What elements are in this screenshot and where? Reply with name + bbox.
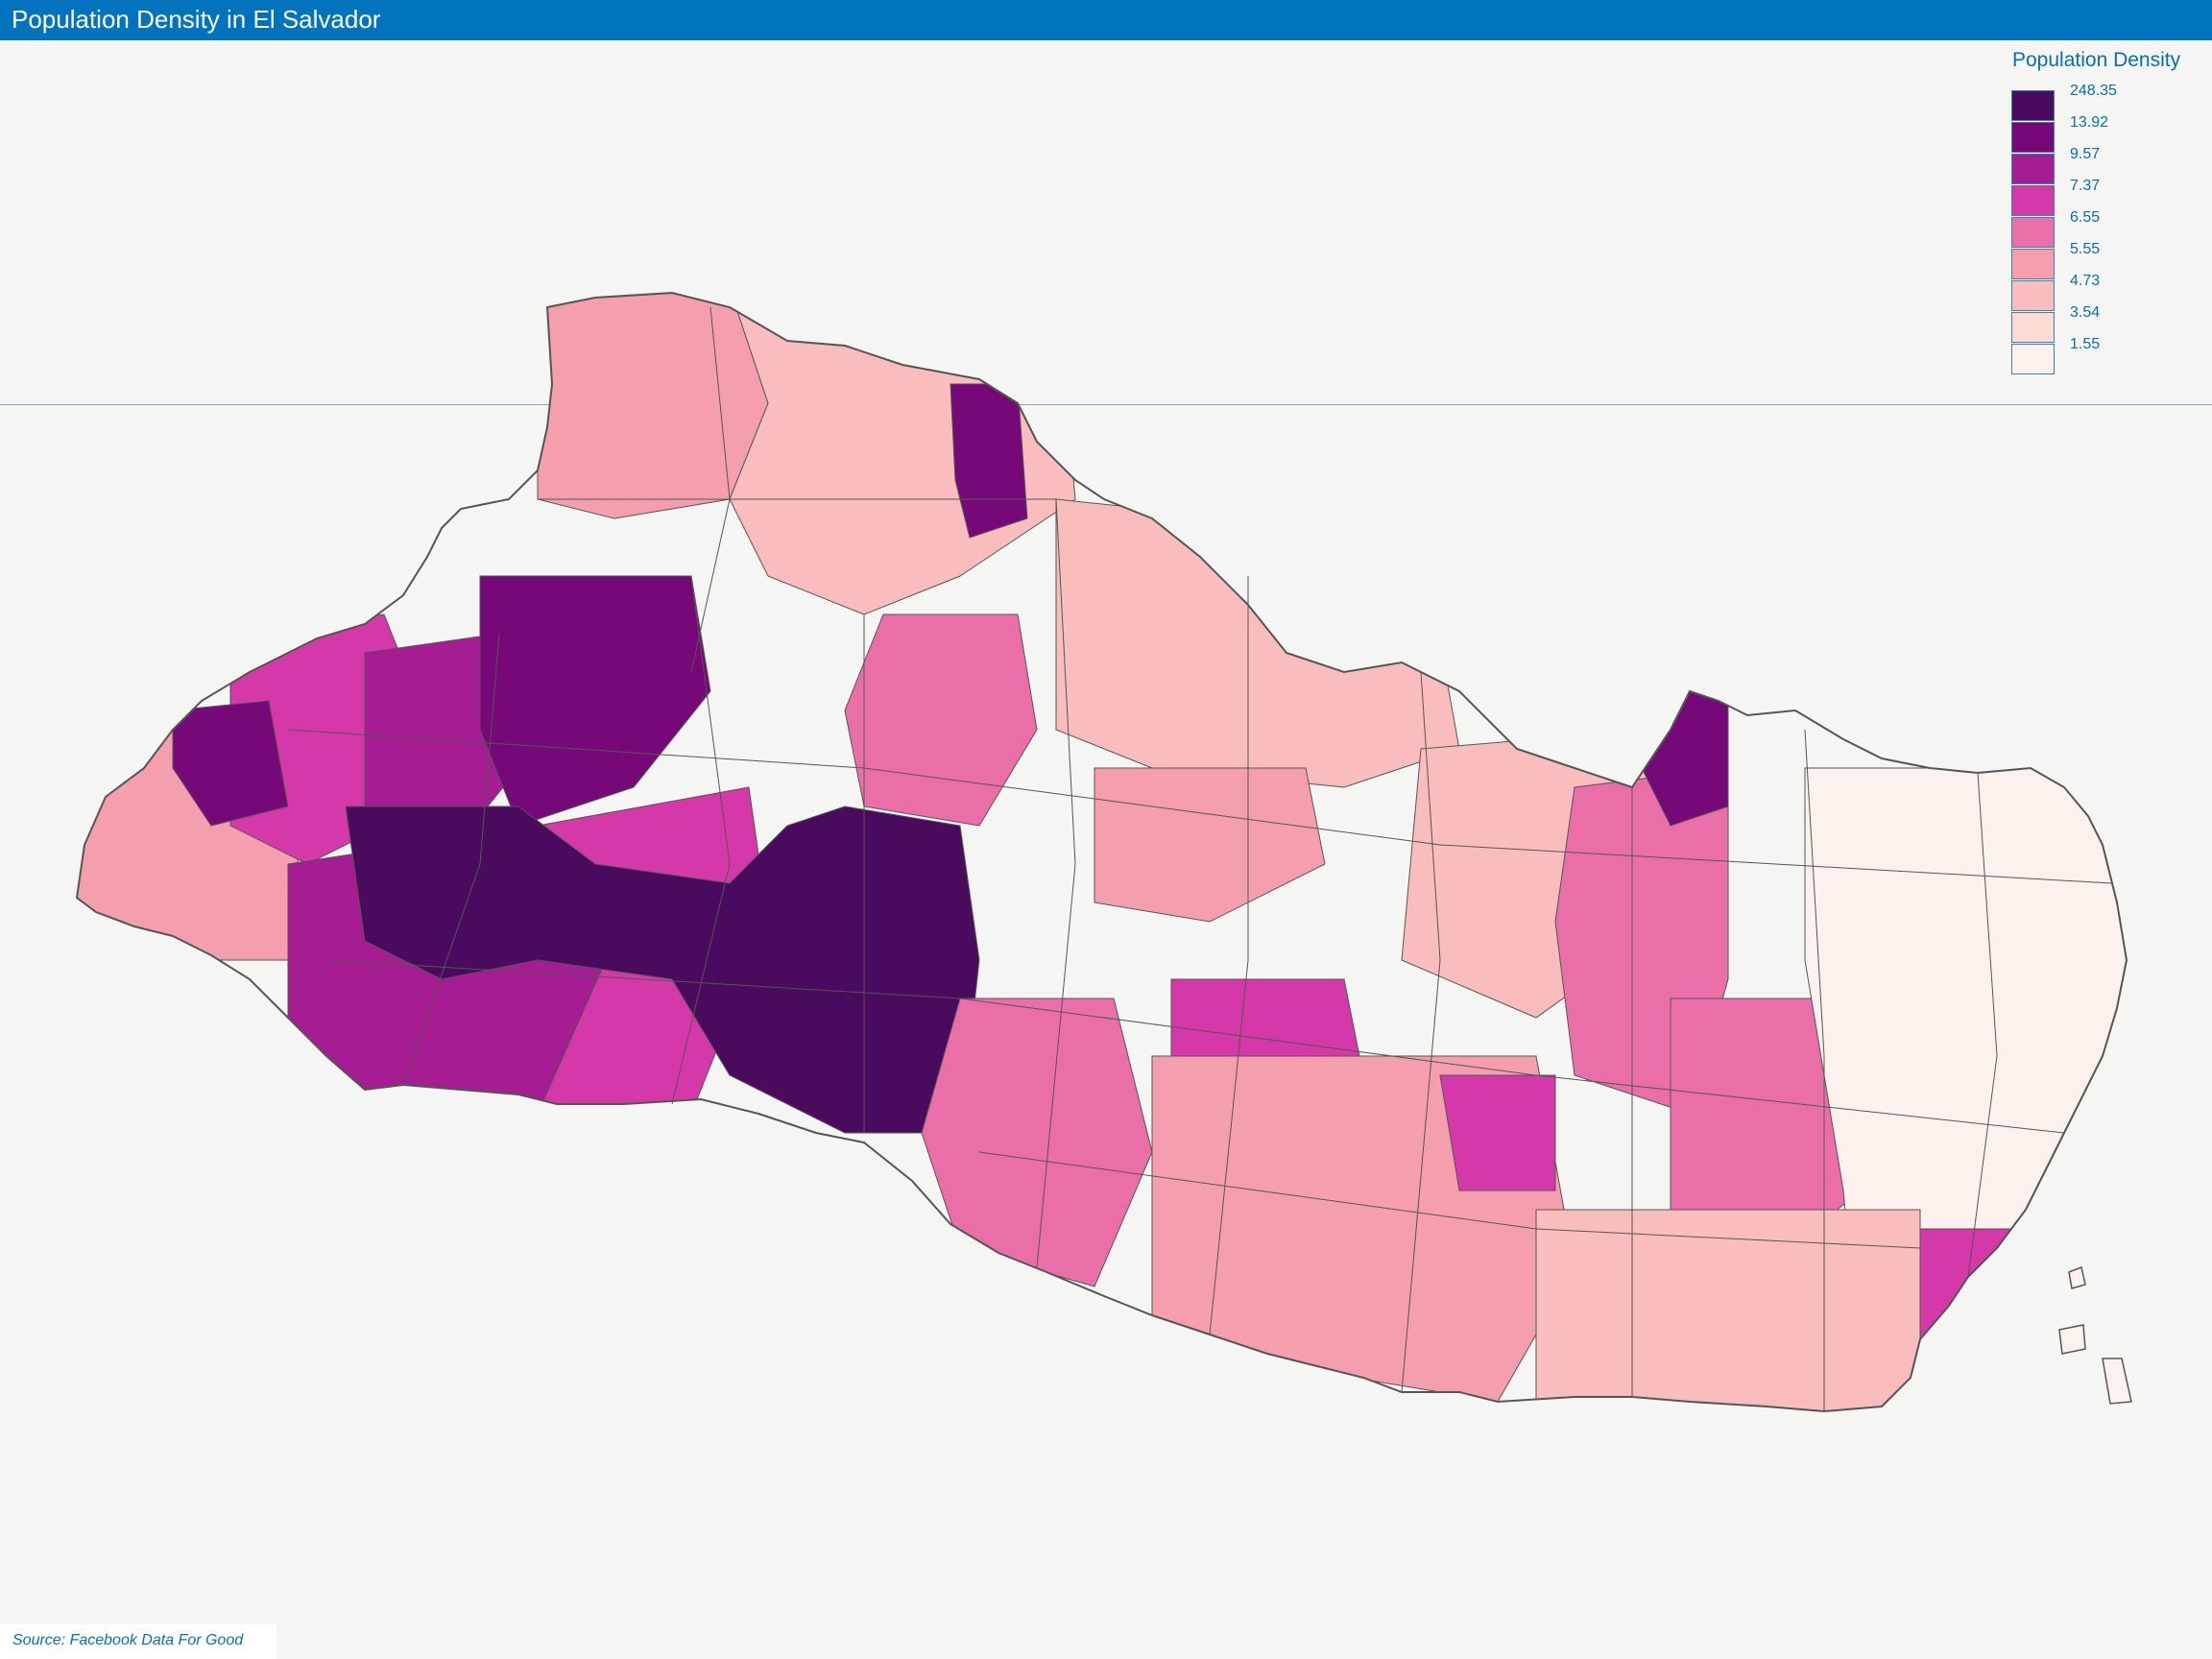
island-group [2058,1265,2132,1405]
legend-swatch-8 [2011,344,2055,374]
legend-label-5: 5.55 [2070,241,2101,257]
legend-swatch-0 [2011,90,2055,121]
region-ahuachapan-core[interactable] [172,700,289,827]
legend-swatch-5 [2011,249,2055,279]
map-title: Population Density in El Salvador [12,5,381,34]
region-cuscatlan[interactable] [844,613,1038,827]
legend-label-2: 9.57 [2070,146,2101,162]
region-santa-ana[interactable] [479,575,711,827]
legend-swatch-4 [2011,217,2055,248]
legend-label-0: 248.35 [2070,83,2117,99]
region-north-west-highlands[interactable] [537,288,769,519]
legend-label-7: 3.54 [2070,304,2101,321]
island-1 [2068,1265,2086,1289]
region-la-paz[interactable] [921,998,1153,1287]
legend-label-6: 4.73 [2070,273,2101,289]
legend-label-8: 1.55 [2070,336,2101,352]
title-bar: Population Density in El Salvador [0,0,2212,40]
legend-swatch-2 [2011,154,2055,184]
legend-swatch-1 [2011,122,2055,153]
source-text: Source: Facebook Data For Good [12,1632,244,1648]
island-3 [2102,1358,2132,1405]
divider-line [0,404,2212,405]
legend-swatch-3 [2011,185,2055,216]
island-2 [2058,1324,2086,1355]
region-la-union-south[interactable] [1919,1228,2056,1383]
map-legend: Population Density 248.35 13.92 9.57 7.37 6.… [2009,48,2206,374]
legend-label-4: 6.55 [2070,209,2101,226]
legend-label-1: 13.92 [2070,114,2109,131]
region-east-coast[interactable] [1535,1209,1921,1421]
region-central-east[interactable] [1055,498,1460,788]
legend-title: Population Density [2012,49,2181,71]
region-cabanas[interactable] [1094,767,1326,923]
municipal-boundaries [287,306,2113,1411]
legend-label-3: 7.37 [2070,178,2101,194]
source-credit: Source: Facebook Data For Good [0,1624,276,1659]
region-morazan[interactable] [1439,1074,1556,1191]
legend-swatch-7 [2011,312,2055,343]
legend-swatch-6 [2011,280,2055,311]
